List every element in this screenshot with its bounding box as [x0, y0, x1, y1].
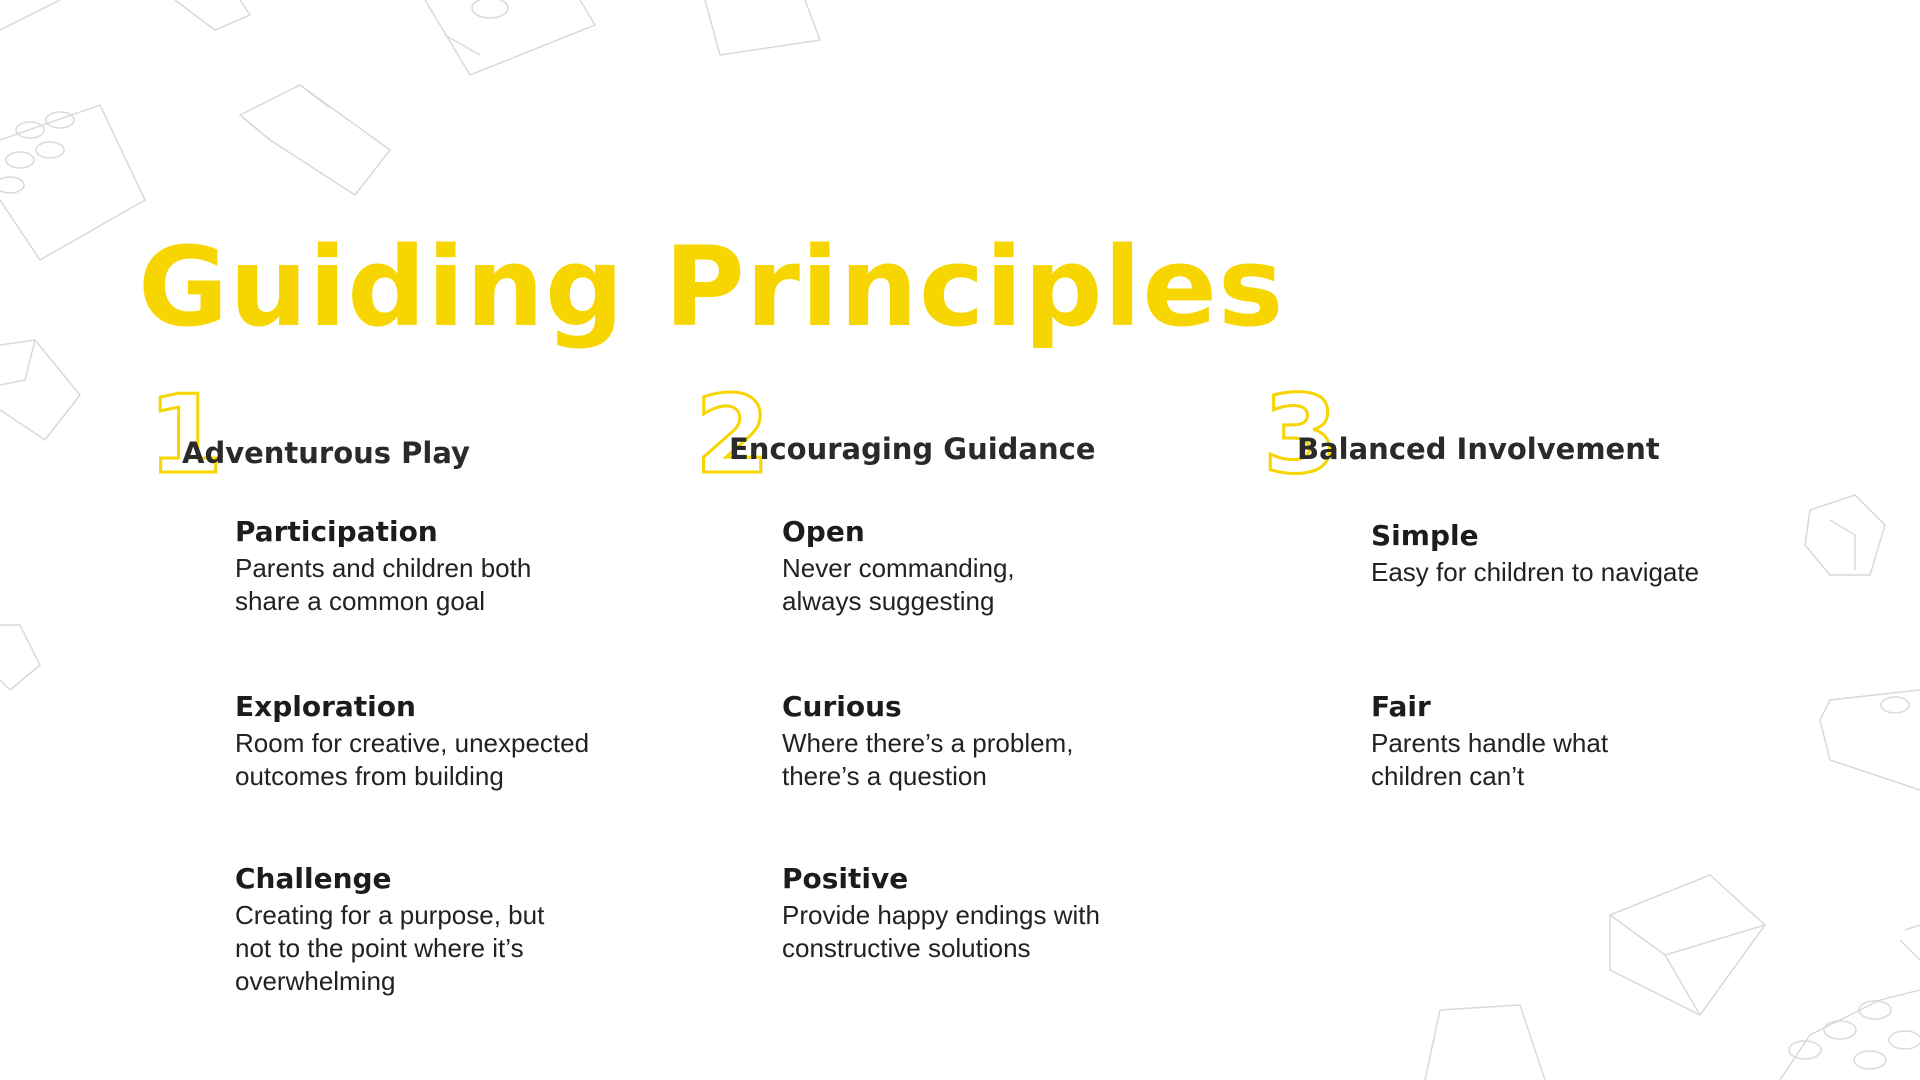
principle-number: 1: [146, 373, 224, 498]
item-heading: Curious: [782, 690, 902, 723]
principle-column-3: 3 Balanced Involvement Simple Easy for c…: [1261, 380, 1783, 791]
item-description: Never commanding, always suggesting: [782, 553, 1015, 616]
lego-brick-outline-icon: [1779, 989, 1920, 1080]
principle-item: Curious Where there’s a problem, there’s…: [782, 689, 1222, 793]
lego-brick-outline-icon: [0, 339, 81, 442]
principle-item: Fair Parents handle what children can’t: [1371, 689, 1811, 793]
item-description: Where there’s a problem, there’s a quest…: [782, 728, 1074, 791]
lego-brick-outline-icon: [1819, 689, 1920, 791]
item-heading: Open: [782, 515, 865, 548]
principle-item: Positive Provide happy endings with cons…: [782, 861, 1222, 965]
principle-item: Challenge Creating for a purpose, but no…: [235, 861, 675, 998]
item-heading: Fair: [1371, 690, 1431, 723]
principle-header: 3 Balanced Involvement: [1261, 380, 1783, 491]
item-heading: Participation: [235, 515, 438, 548]
lego-brick-outline-icon: [0, 624, 41, 692]
principle-number: 3: [1261, 373, 1339, 498]
item-heading: Simple: [1371, 519, 1479, 552]
lego-brick-outline-icon: [424, 0, 597, 76]
principle-item: Exploration Room for creative, unexpecte…: [235, 689, 675, 793]
item-description: Easy for children to navigate: [1371, 557, 1700, 587]
principle-title: Encouraging Guidance: [729, 432, 1096, 466]
lego-brick-outline-icon: [704, 0, 822, 56]
item-description: Room for creative, unexpected outcomes f…: [235, 728, 590, 791]
lego-brick-outline-icon: [1424, 1004, 1546, 1080]
principle-title: Balanced Involvement: [1297, 432, 1660, 466]
lego-brick-outline-icon: [1899, 924, 1920, 961]
item-description: Provide happy endings with constructive …: [782, 900, 1100, 963]
principle-item: Participation Parents and children both …: [235, 514, 675, 618]
principle-number: 2: [693, 373, 771, 498]
principle-item: Simple Easy for children to navigate: [1371, 518, 1811, 589]
lego-brick-outline-icon: [0, 104, 146, 261]
lego-brick-outline-icon: [1609, 874, 1767, 1016]
principle-column-1: 1 Adventurous Play Participation Parents…: [146, 380, 668, 996]
item-heading: Exploration: [235, 690, 416, 723]
item-heading: Positive: [782, 862, 909, 895]
item-description: Parents and children both share a common…: [235, 553, 532, 616]
item-heading: Challenge: [235, 862, 392, 895]
lego-brick-outline-icon: [1804, 494, 1886, 576]
item-description: Creating for a purpose, but not to the p…: [235, 900, 545, 996]
item-description: Parents handle what children can’t: [1371, 728, 1609, 791]
page-title: Guiding Principles: [138, 223, 1285, 351]
principle-header: 1 Adventurous Play: [146, 380, 668, 491]
lego-brick-outline-icon: [238, 84, 392, 197]
principle-title: Adventurous Play: [182, 436, 470, 470]
lego-brick-outline-icon: [0, 0, 252, 31]
principle-header: 2 Encouraging Guidance: [693, 380, 1215, 491]
principle-column-2: 2 Encouraging Guidance Open Never comman…: [693, 380, 1215, 963]
principle-item: Open Never commanding, always suggesting: [782, 514, 1222, 618]
